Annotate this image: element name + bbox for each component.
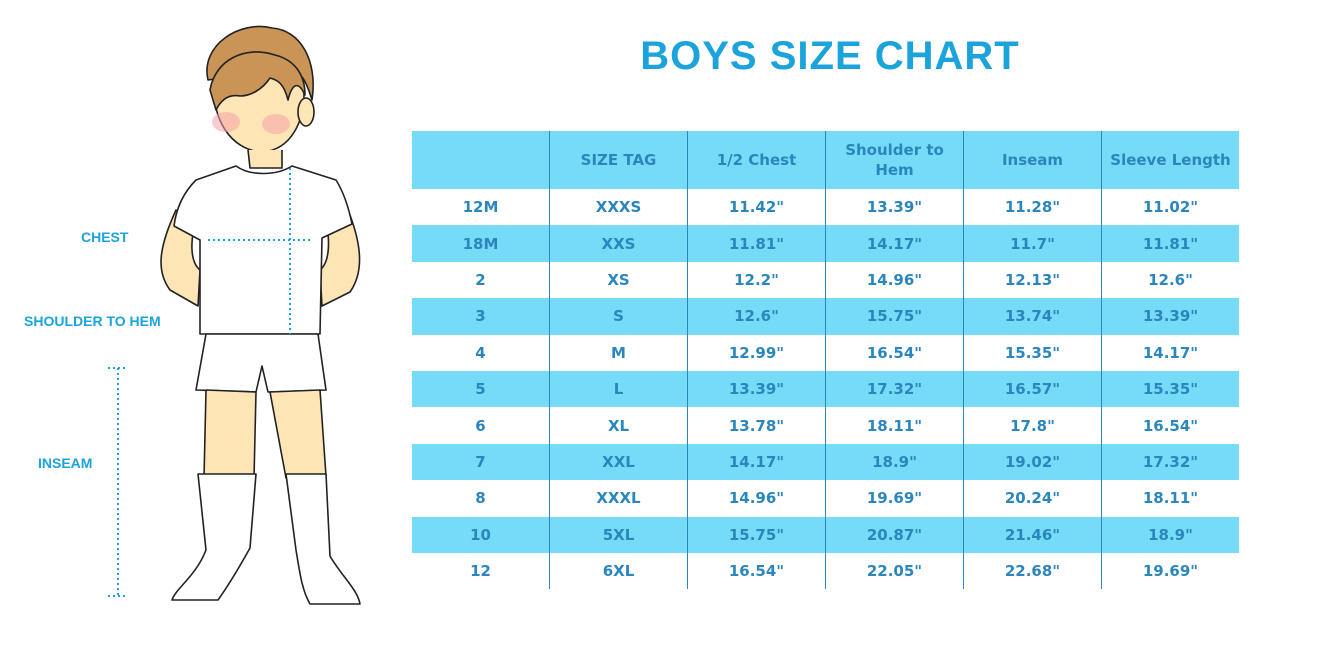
inseam-cell: 20.24" (963, 480, 1102, 517)
table-row: 3 S 12.6" 15.75" 13.74" 13.39" (412, 298, 1239, 335)
size-tag-cell: 5XL (549, 516, 688, 553)
table-row: 4 M 12.99" 16.54" 15.35" 14.17" (412, 334, 1239, 371)
inseam-cell: 22.68" (963, 552, 1102, 590)
half-chest-cell: 14.17" (687, 443, 826, 481)
chest-label: CHEST (81, 229, 129, 245)
sleeve-length-cell: 11.02" (1101, 189, 1239, 226)
shoulder-to-hem-cell: 22.05" (825, 552, 964, 590)
sleeve-length-cell: 12.6" (1101, 261, 1239, 299)
inseam-cell: 17.8" (963, 407, 1102, 444)
half-chest-cell: 13.78" (687, 407, 826, 444)
table-row: 7 XXL 14.17" 18.9" 19.02" 17.32" (412, 443, 1239, 481)
shoulder-to-hem-cell: 14.96" (825, 261, 964, 299)
header-age (412, 131, 550, 189)
size-tag-cell: XXS (549, 225, 688, 262)
shoulder-to-hem-cell: 19.69" (825, 480, 964, 517)
shoulder-to-hem-cell: 14.17" (825, 225, 964, 262)
shoulder-to-hem-cell: 18.11" (825, 407, 964, 444)
half-chest-cell: 14.96" (687, 480, 826, 517)
inseam-cell: 11.7" (963, 225, 1102, 262)
table-row: 12M XXXS 11.42" 13.39" 11.28" 11.02" (412, 189, 1239, 226)
size-tag-cell: 6XL (549, 552, 688, 590)
shoulder-to-hem-label: SHOULDER TO HEM (24, 313, 161, 329)
age-cell: 6 (475, 416, 486, 435)
inseam-cell: 11.28" (963, 189, 1102, 226)
table-row: 5 L 13.39" 17.32" 16.57" 15.35" (412, 370, 1239, 408)
half-chest-cell: 13.39" (687, 370, 826, 408)
half-chest-cell: 12.6" (687, 298, 826, 335)
age-cell: 4 (475, 343, 486, 362)
inseam-cell: 16.57" (963, 370, 1102, 408)
shoulder-to-hem-cell: 16.54" (825, 334, 964, 371)
age-cell: 18M (412, 225, 550, 262)
size-tag-cell: XL (549, 407, 688, 444)
inseam-cell: 13.74" (963, 298, 1102, 335)
age-cell: 7 (412, 443, 550, 481)
boy-illustration: CHEST SHOULDER TO HEM INSEAM (0, 0, 400, 642)
half-chest-cell: 15.75" (687, 516, 826, 553)
half-chest-cell: 12.2" (687, 261, 826, 299)
shoulder-to-hem-cell: 15.75" (825, 298, 964, 335)
size-tag-cell: XXL (549, 443, 688, 481)
shoulder-to-hem-cell: 20.87" (825, 516, 964, 553)
table-row: 18M XXS 11.81" 14.17" 11.7" 11.81" (412, 225, 1239, 262)
page-title: BOYS SIZE CHART (640, 34, 1020, 78)
sleeve-length-cell: 16.54" (1101, 407, 1239, 444)
size-tag-cell: L (549, 370, 688, 408)
half-chest-cell: 12.99" (687, 334, 826, 371)
table-row: 6 XL 13.78" 18.11" 17.8" 16.54" (412, 407, 1239, 444)
table-row: 10 5XL 15.75" 20.87" 21.46" 18.9" (412, 516, 1239, 553)
inseam-cell: 12.13" (963, 261, 1102, 299)
sleeve-length-cell: 18.9" (1101, 516, 1239, 553)
sleeve-length-cell: 13.39" (1101, 298, 1239, 335)
half-chest-cell: 11.81" (687, 225, 826, 262)
sleeve-length-cell: 14.17" (1101, 334, 1239, 371)
size-chart-table: SIZE TAG 1/2 Chest Shoulder to Hem Insea… (412, 131, 1239, 590)
size-tag-cell: XXXL (549, 480, 688, 517)
size-tag-cell: XXXS (549, 189, 688, 226)
age-cell: 3 (412, 298, 550, 335)
sleeve-length-cell: 11.81" (1101, 225, 1239, 262)
header-inseam: Inseam (963, 131, 1102, 189)
half-chest-cell: 16.54" (687, 552, 826, 590)
header-size-tag: SIZE TAG (549, 131, 688, 189)
sleeve-length-cell: 17.32" (1101, 443, 1239, 481)
inseam-cell: 19.02" (963, 443, 1102, 481)
sleeve-length-cell: 15.35" (1101, 370, 1239, 408)
table-row: 2 XS 12.2" 14.96" 12.13" 12.6" (412, 261, 1239, 299)
table-row: 12 6XL 16.54" 22.05" 22.68" 19.69" (412, 552, 1239, 590)
age-cell: 5 (412, 370, 550, 408)
inseam-cell: 21.46" (963, 516, 1102, 553)
header-sleeve-length: Sleeve Length (1101, 131, 1239, 189)
header-shoulder-to-hem: Shoulder to Hem (825, 131, 964, 189)
sleeve-length-cell: 19.69" (1101, 552, 1239, 590)
shoulder-to-hem-cell: 17.32" (825, 370, 964, 408)
size-tag-cell: M (549, 334, 688, 371)
inseam-cell: 15.35" (963, 334, 1102, 371)
half-chest-cell: 11.42" (687, 189, 826, 226)
table-row: 8 XXXL 14.96" 19.69" 20.24" 18.11" (412, 480, 1239, 517)
boy-figure-drawing (108, 25, 361, 605)
table-header-row: SIZE TAG 1/2 Chest Shoulder to Hem Insea… (412, 131, 1239, 189)
shoulder-to-hem-cell: 13.39" (825, 189, 964, 226)
size-tag-cell: S (549, 298, 688, 335)
age-cell: 2 (475, 270, 486, 289)
age-cell: 12M (462, 198, 499, 217)
age-cell: 10 (412, 516, 550, 553)
inseam-label: INSEAM (38, 455, 93, 471)
sleeve-length-cell: 18.11" (1101, 480, 1239, 517)
size-tag-cell: XS (549, 261, 688, 299)
age-cell: 8 (475, 489, 486, 508)
shoulder-to-hem-cell: 18.9" (825, 443, 964, 481)
age-cell: 12 (470, 562, 491, 581)
header-half-chest: 1/2 Chest (687, 131, 826, 189)
